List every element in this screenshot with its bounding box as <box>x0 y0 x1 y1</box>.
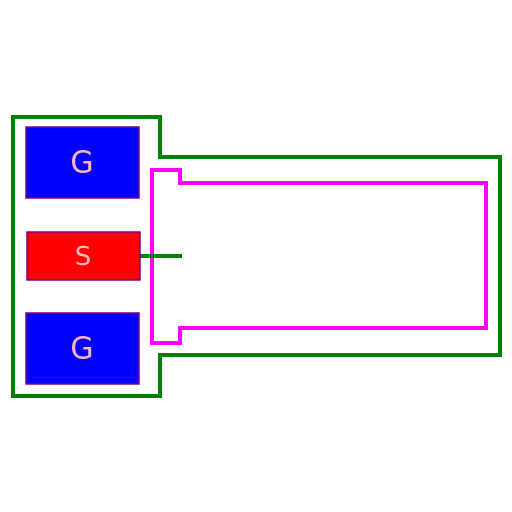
source-pad-shape <box>26 231 141 281</box>
source-pad-label: S <box>75 242 92 272</box>
gate-pad-top-label: G <box>70 146 93 181</box>
gate-pad-top-shape <box>25 126 140 199</box>
source-pad: S <box>26 231 141 281</box>
gate-pad-bottom-label: G <box>70 332 93 367</box>
gate-pad-top: G <box>25 126 140 199</box>
gate-pad-bottom-shape <box>25 312 140 385</box>
gate-pad-bottom: G <box>25 312 140 385</box>
body-outline <box>150 168 488 345</box>
courtyard-outline <box>11 115 502 398</box>
